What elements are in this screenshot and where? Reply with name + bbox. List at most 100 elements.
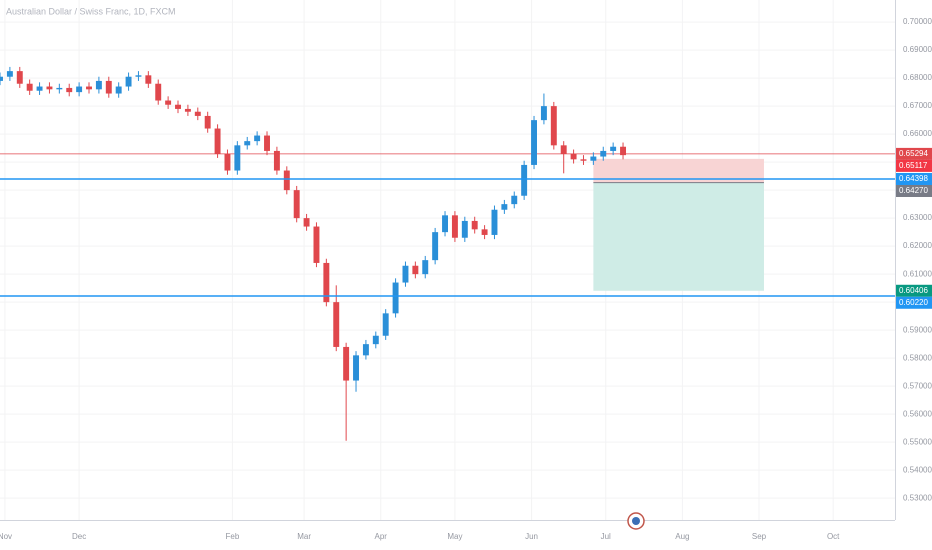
price-label-bg [896,284,932,297]
price-label-bg [896,147,932,160]
candle-body [214,128,221,154]
y-tick-label: 0.66000 [903,129,932,138]
candle-body [491,209,498,235]
candle-body [26,83,33,91]
x-tick-label: Jul [601,532,611,541]
candle-body [283,170,290,191]
candle-body [531,120,537,165]
candle-body [402,265,409,283]
x-tick-label: Apr [375,532,388,541]
y-tick-label: 0.68000 [903,73,932,82]
x-tick-label: May [447,532,462,541]
price-label: 0.64270 [899,186,928,195]
x-tick-label: Feb [226,532,240,541]
y-tick-label: 0.55000 [903,437,932,446]
candle-body [442,215,448,233]
candle-body [313,226,320,263]
candle-body [234,145,241,171]
candle-body [175,104,181,109]
candle-body [46,86,53,90]
candle-body [56,87,63,90]
logo [627,512,645,530]
candle-body [550,106,557,146]
price-label: 0.65294 [899,149,928,158]
candle-body [540,106,547,121]
x-tick-label: Nov [0,532,12,541]
price-label-bg [896,159,932,172]
price-label-bg [896,184,932,197]
candle-body [145,75,152,84]
candle-body [293,190,300,219]
candle-body [422,260,429,275]
grid [0,0,895,520]
target-zone [593,182,764,291]
candle-body [184,108,191,112]
candle-body [244,141,251,146]
candle-body [323,262,330,303]
candle-body [333,302,340,347]
candle-body [16,71,23,84]
stop-zone [593,158,764,183]
candle-body [501,204,508,210]
plot-area [0,66,895,441]
candle-body [580,159,587,161]
x-tick-label: Oct [827,532,840,541]
price-label: 0.64398 [899,174,928,183]
candle-body [135,75,142,77]
x-tick-label: Aug [675,532,689,541]
y-tick-label: 0.57000 [903,381,932,390]
y-tick-label: 0.56000 [903,409,932,418]
y-tick-label: 0.53000 [903,493,932,502]
candle-body [521,164,528,196]
candle-body [432,232,439,261]
candle-body [224,153,231,171]
candle-body [125,76,132,87]
candle-body [95,80,102,90]
price-label-bg [896,172,932,185]
price-label: 0.60220 [899,298,928,307]
y-tick-label: 0.69000 [903,45,932,54]
x-tick-label: Sep [752,532,767,541]
y-tick-label: 0.67000 [903,101,932,110]
y-tick-label: 0.63000 [903,213,932,222]
price-label: 0.60406 [899,286,928,295]
candle-body [0,76,3,81]
candle-body [105,80,112,94]
y-tick-label: 0.61000 [903,269,932,278]
candle-body [620,146,627,156]
candle-body [76,86,83,93]
candle-body [254,135,261,142]
candle-body [560,145,567,154]
y-tick-label: 0.59000 [903,325,932,334]
candle-body [204,115,211,129]
candle-body [115,86,122,94]
candle-body [66,87,73,93]
candle-body [451,215,458,238]
candle-body [303,218,310,227]
candle-body [392,282,399,314]
y-tick-label: 0.58000 [903,353,932,362]
x-tick-label: Dec [72,532,86,541]
y-tick-label: 0.54000 [903,465,932,474]
candle-body [6,71,13,77]
candle-body [343,346,350,381]
candle-body [165,100,172,105]
candle-body [362,344,369,356]
candle-body [461,220,468,238]
candle-body [382,313,389,336]
candle-body [570,153,577,160]
candle-body [353,355,359,381]
x-tick-label: Jun [525,532,538,541]
y-tick-label: 0.62000 [903,241,932,250]
y-tick-label: 0.70000 [903,17,932,26]
candle-body [481,229,488,235]
candle-body [412,265,419,275]
candle-body [273,150,280,171]
candle-body [194,111,201,116]
candle-body [155,83,162,101]
candle-body [600,150,607,157]
candle-body [511,195,518,205]
candle-body [372,335,379,345]
